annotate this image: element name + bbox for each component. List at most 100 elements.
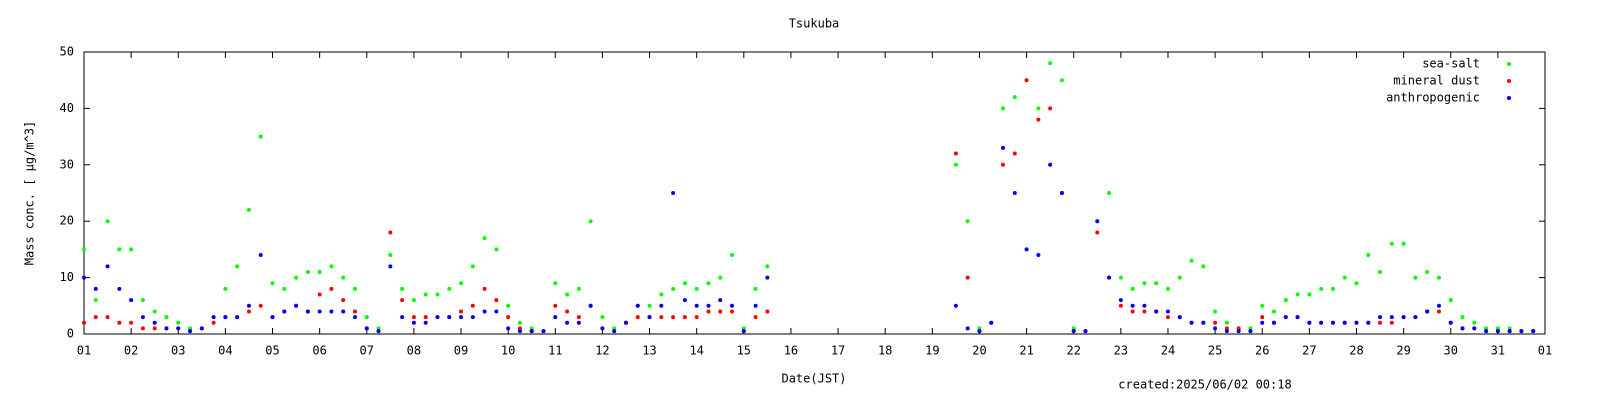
point	[1236, 326, 1241, 331]
point	[246, 207, 251, 212]
point	[1001, 145, 1006, 150]
point	[1436, 303, 1441, 308]
point	[1507, 329, 1512, 334]
point	[352, 315, 357, 320]
x-tick-label: 21	[1019, 344, 1033, 358]
point	[1354, 320, 1359, 325]
point	[459, 315, 464, 320]
point	[1425, 269, 1430, 274]
point	[741, 326, 746, 331]
x-tick-label: 26	[1255, 344, 1269, 358]
point	[977, 326, 982, 331]
point	[400, 298, 405, 303]
x-tick-label: 05	[265, 344, 279, 358]
point	[1213, 326, 1218, 331]
point	[506, 326, 511, 331]
point	[1389, 315, 1394, 320]
point	[494, 309, 499, 314]
point	[741, 329, 746, 334]
point	[388, 230, 393, 235]
point	[1366, 253, 1371, 258]
point	[1248, 326, 1253, 331]
point	[1484, 326, 1489, 331]
point	[1189, 258, 1194, 263]
point	[529, 326, 534, 331]
point	[140, 298, 145, 303]
x-tick-label: 24	[1161, 344, 1175, 358]
point	[635, 303, 640, 308]
point	[246, 309, 251, 314]
point	[682, 315, 687, 320]
point	[164, 326, 169, 331]
point	[411, 298, 416, 303]
point	[423, 292, 428, 297]
point	[1048, 106, 1053, 111]
point	[553, 281, 558, 286]
legend-marker	[1507, 79, 1511, 83]
point	[105, 219, 110, 224]
point	[176, 320, 181, 325]
point	[270, 281, 275, 286]
point	[1142, 309, 1147, 314]
point	[235, 315, 240, 320]
point	[1248, 329, 1253, 334]
point	[1307, 320, 1312, 325]
point	[517, 320, 522, 325]
point	[1342, 320, 1347, 325]
point	[753, 286, 758, 291]
point	[612, 329, 617, 334]
point	[388, 264, 393, 269]
x-tick-label: 08	[407, 344, 421, 358]
chart-title: Tsukuba	[789, 17, 840, 31]
point	[1224, 326, 1229, 331]
point	[1413, 315, 1418, 320]
point	[188, 329, 193, 334]
point	[140, 326, 145, 331]
point	[635, 315, 640, 320]
point	[1177, 315, 1182, 320]
point	[1401, 241, 1406, 246]
point	[199, 326, 204, 331]
point	[1283, 298, 1288, 303]
point	[506, 315, 511, 320]
point	[129, 247, 134, 252]
point	[576, 320, 581, 325]
point	[93, 286, 98, 291]
point	[565, 309, 570, 314]
point	[1519, 329, 1524, 334]
point	[435, 292, 440, 297]
point	[223, 315, 228, 320]
point	[1048, 61, 1053, 66]
point	[1083, 329, 1088, 334]
point	[753, 315, 758, 320]
point	[612, 326, 617, 331]
point	[647, 315, 652, 320]
x-tick-label: 25	[1208, 344, 1222, 358]
x-tick-label: 16	[784, 344, 798, 358]
point	[730, 303, 735, 308]
x-tick-label: 01	[77, 344, 91, 358]
point	[1354, 281, 1359, 286]
point	[117, 286, 122, 291]
point	[965, 219, 970, 224]
point	[506, 303, 511, 308]
point	[211, 315, 216, 320]
point	[1495, 329, 1500, 334]
point	[447, 286, 452, 291]
point	[211, 320, 216, 325]
x-axis-label: Date(JST)	[781, 372, 846, 386]
point	[1036, 117, 1041, 122]
x-tick-label: 28	[1349, 344, 1363, 358]
x-tick-label: 04	[218, 344, 232, 358]
point	[1095, 219, 1100, 224]
point	[82, 247, 86, 252]
point	[105, 315, 110, 320]
point	[1460, 326, 1465, 331]
point	[600, 326, 605, 331]
point	[105, 264, 110, 269]
point	[341, 298, 346, 303]
y-tick-label: 40	[60, 101, 74, 115]
point	[529, 329, 534, 334]
point	[435, 315, 440, 320]
point	[164, 315, 169, 320]
